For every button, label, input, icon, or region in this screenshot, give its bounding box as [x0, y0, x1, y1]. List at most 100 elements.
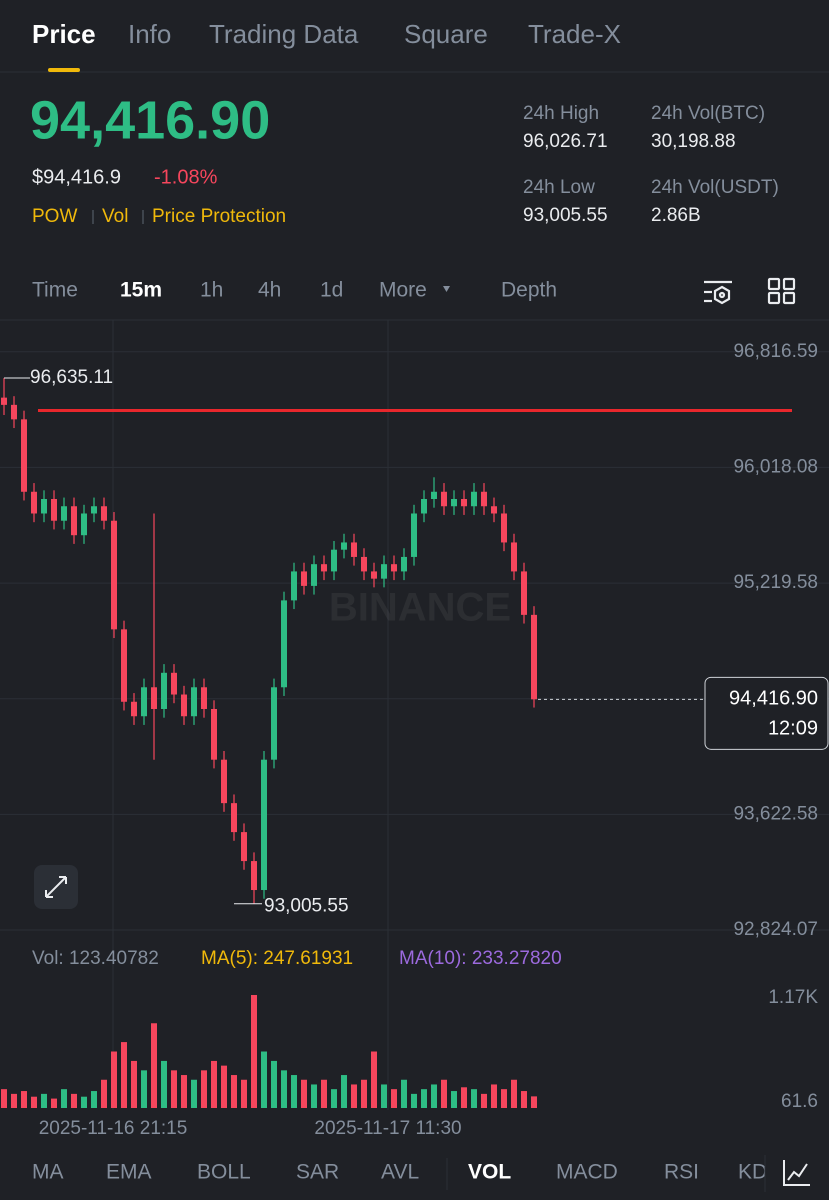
candle-body [251, 861, 257, 891]
volume-bar [481, 1093, 487, 1108]
tab[interactable]: Price [32, 19, 96, 49]
interval[interactable]: 15m [120, 279, 162, 302]
candle-body [371, 571, 377, 579]
candle-body [531, 614, 537, 700]
x-tick-label: 2025-11-17 11:30 [314, 1118, 461, 1139]
candle-body [191, 687, 197, 717]
candle-body [481, 491, 487, 507]
volume-bar [401, 1079, 407, 1108]
chart-settings-icon[interactable] [704, 280, 732, 305]
candle-body [31, 491, 37, 514]
tab[interactable]: Trade-X [528, 19, 621, 49]
indicator-tab[interactable]: VOL [468, 1161, 511, 1184]
volume-bar [521, 1091, 527, 1108]
volume-tick-label: 1.17K [768, 987, 818, 1008]
expand-button[interactable] [34, 865, 78, 909]
last-price-box [704, 676, 829, 750]
usd-price: $94,416.9 [32, 166, 121, 188]
price-tag[interactable]: Vol [102, 206, 128, 227]
tab[interactable]: Trading Data [209, 19, 359, 49]
watermark: BINANCE [329, 586, 511, 630]
volume-bar [161, 1060, 167, 1108]
candle-body [441, 491, 447, 507]
volume-bar [241, 1079, 247, 1108]
layout-icon[interactable] [767, 277, 796, 305]
candle-body [401, 556, 407, 572]
candle-body [61, 506, 67, 521]
volume-header: MA(5): 247.61931 [201, 948, 353, 969]
indicator-tab[interactable]: EMA [106, 1161, 152, 1184]
candle-body [51, 499, 57, 521]
candle-body [111, 520, 117, 630]
price-tag[interactable]: Price Protection [152, 206, 286, 227]
candle-body [311, 564, 317, 586]
tab[interactable]: Info [128, 19, 171, 49]
candle-body [341, 542, 347, 550]
volume-bar [151, 1023, 157, 1108]
stat-value: 2.86B [651, 205, 701, 226]
indicator-tab[interactable]: KD [738, 1161, 767, 1184]
volume-bar [331, 1089, 337, 1108]
candle-body [291, 571, 297, 601]
last-price-tag: 94,416.90 [729, 688, 818, 710]
volume-bar [201, 1070, 207, 1108]
volume-bar [261, 1051, 267, 1108]
indicator-tab[interactable]: MA [32, 1161, 64, 1184]
indicator-tab[interactable]: AVL [381, 1161, 419, 1184]
candle-body [471, 491, 477, 507]
price-change: -1.08% [154, 166, 218, 188]
indicator-settings-icon[interactable] [783, 1160, 810, 1186]
interval[interactable]: Depth [501, 279, 557, 302]
y-tick-label: 95,219.58 [733, 572, 818, 593]
indicator-tab[interactable]: SAR [296, 1161, 339, 1184]
y-tick-label: 96,816.59 [733, 341, 818, 362]
indicator-tab[interactable]: BOLL [197, 1161, 251, 1184]
candle-body [141, 687, 147, 717]
interval[interactable]: 4h [258, 279, 281, 302]
volume-bar [121, 1042, 127, 1108]
candle-body [271, 687, 277, 760]
volume-bar [291, 1075, 297, 1108]
dropdown-arrow [443, 286, 450, 292]
indicator-tab[interactable]: MACD [556, 1161, 618, 1184]
candle-body [91, 506, 97, 514]
interval[interactable]: More [379, 279, 427, 302]
stat-label: 24h Low [523, 177, 595, 198]
indicator-tab[interactable]: RSI [664, 1161, 699, 1184]
candle-body [81, 513, 87, 536]
interval[interactable]: 1d [320, 279, 343, 302]
volume-bar [281, 1070, 287, 1108]
interval[interactable]: 1h [200, 279, 223, 302]
volume-bar [131, 1060, 137, 1108]
volume-bar [181, 1075, 187, 1108]
volume-header: Vol: 123.40782 [32, 948, 159, 969]
candle-body [351, 542, 357, 557]
volume-bar [321, 1079, 327, 1108]
volume-bar [171, 1070, 177, 1108]
volume-bar [351, 1084, 357, 1108]
volume-bar [381, 1084, 387, 1108]
tab[interactable]: Square [404, 19, 488, 49]
price-tag[interactable]: POW [32, 206, 77, 227]
stat-value: 30,198.88 [651, 131, 736, 152]
volume-bar [11, 1093, 17, 1108]
volume-bar [441, 1079, 447, 1108]
volume-bar [271, 1060, 277, 1108]
volume-bar [21, 1091, 27, 1108]
volume-bar [61, 1089, 67, 1108]
volume-bar [191, 1079, 197, 1108]
candle-body [361, 556, 367, 572]
volume-bar [341, 1075, 347, 1108]
candle-body [151, 687, 157, 710]
y-tick-label: 92,824.07 [733, 919, 818, 940]
candle-body [491, 506, 497, 514]
volume-bar [471, 1089, 477, 1108]
volume-bar [51, 1098, 57, 1108]
volume-bar [211, 1060, 217, 1108]
candle-body [261, 759, 267, 891]
candle-body [331, 549, 337, 572]
volume-bar [111, 1051, 117, 1108]
volume-bar [31, 1096, 37, 1108]
